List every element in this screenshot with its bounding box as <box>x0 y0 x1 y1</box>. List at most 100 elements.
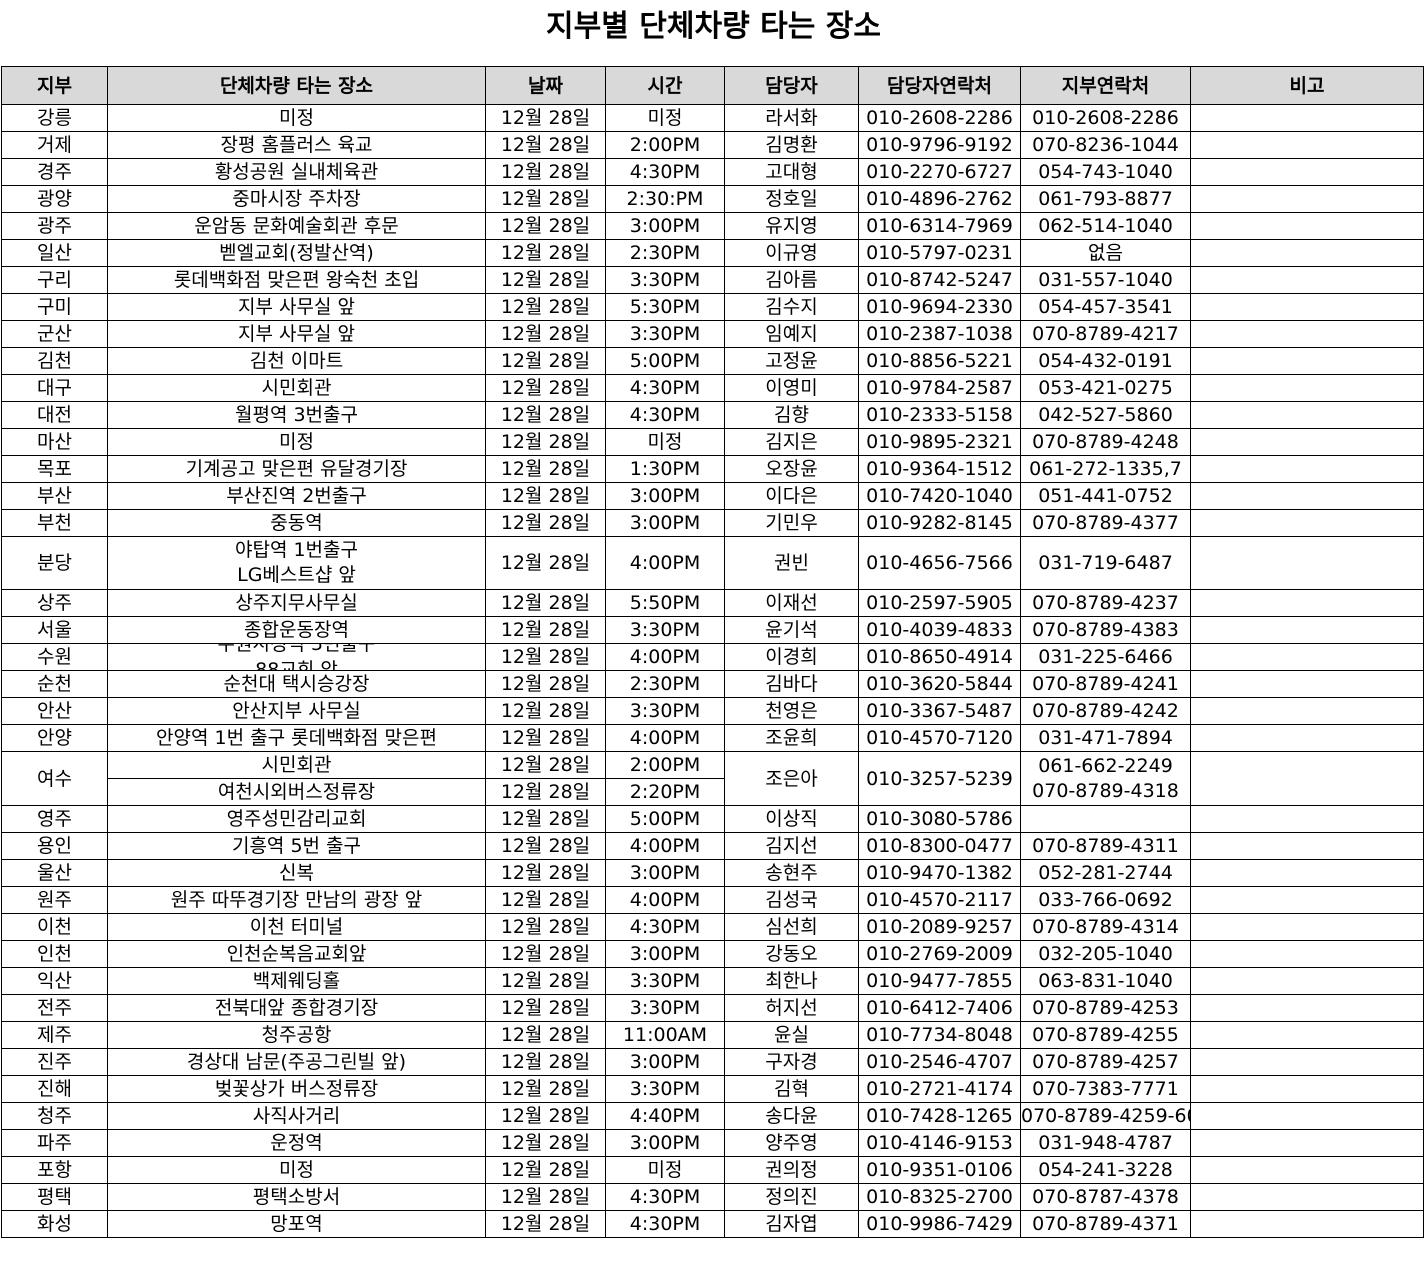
branch-phone-cell <box>1020 805 1191 833</box>
manager-cell: 김바다 <box>724 670 859 698</box>
note-cell <box>1190 994 1424 1022</box>
branch-phone-cell: 054-241-3228 <box>1020 1156 1191 1184</box>
place-cell: 미정 <box>107 1156 486 1184</box>
note-cell <box>1190 589 1424 617</box>
table-row: 서울 종합운동장역 12월 28일 3:30PM 윤기석 010-4039-4833 070… <box>1 616 1424 644</box>
manager-cell: 오장윤 <box>724 455 859 483</box>
table-row: 제주 청주공항 12월 28일 11:00AM 윤실 010-7734-8048 070-8… <box>1 1021 1424 1049</box>
place-cell: 수원시청역 5번출구 88교회 앞 <box>107 643 486 671</box>
table-row: 분당 야탑역 1번출구 LG베스트샵 앞 12월 28일 4:00PM 권빈 010-465… <box>1 536 1424 590</box>
manager-cell: 이영미 <box>724 374 859 402</box>
bus-pickup-table: 지부 단체차량 타는 장소 날짜 시간 담당자 담당자연락처 지부연락처 비고 … <box>1 66 1424 1238</box>
manager-cell: 김아름 <box>724 266 859 294</box>
table-row: 영주 영주성민감리교회 12월 28일 5:00PM 이상직 010-3080-5786 <box>1 805 1424 833</box>
note-cell <box>1190 1021 1424 1049</box>
branch-phone-cell: 070-8787-4378 <box>1020 1183 1191 1211</box>
place-cell: 중마시장 주차장 <box>107 185 486 213</box>
manager-phone-cell: 010-9282-8145 <box>858 509 1021 537</box>
place-cell: 청주공항 <box>107 1021 486 1049</box>
branch-cell: 인천 <box>1 940 108 968</box>
note-cell <box>1190 293 1424 321</box>
time-cell: 3:30PM <box>605 697 725 725</box>
branch-phone-cell: 061-272-1335,7 <box>1020 455 1191 483</box>
time-cell: 4:40PM <box>605 1102 725 1130</box>
time-cell: 5:00PM <box>605 347 725 375</box>
manager-cell: 권의정 <box>724 1156 859 1184</box>
manager-cell: 윤실 <box>724 1021 859 1049</box>
date-cell: 12월 28일 <box>485 832 606 860</box>
branch-phone-cell: 053-421-0275 <box>1020 374 1191 402</box>
time-cell: 3:00PM <box>605 1129 725 1157</box>
manager-phone-cell: 010-9796-9192 <box>858 131 1021 159</box>
date-cell: 12월 28일 <box>485 347 606 375</box>
branch-cell: 강릉 <box>1 104 108 132</box>
branch-phone-cell: 032-205-1040 <box>1020 940 1191 968</box>
table-row: 거제 장평 홈플러스 육교 12월 28일 2:00PM 김명환 010-9796-919… <box>1 131 1424 159</box>
place-cell: 백제웨딩홀 <box>107 967 486 995</box>
note-cell <box>1190 751 1424 806</box>
manager-cell: 최한나 <box>724 967 859 995</box>
manager-phone-cell: 010-8325-2700 <box>858 1183 1021 1211</box>
place-cell: 월평역 3번출구 <box>107 401 486 429</box>
branch-phone-cell: 070-8789-4371 <box>1020 1210 1191 1238</box>
date-cell: 12월 28일 <box>485 293 606 321</box>
note-cell <box>1190 724 1424 752</box>
note-cell <box>1190 1102 1424 1130</box>
note-cell <box>1190 1156 1424 1184</box>
place-cell: 영주성민감리교회 <box>107 805 486 833</box>
manager-cell: 윤기석 <box>724 616 859 644</box>
manager-cell: 양주영 <box>724 1129 859 1157</box>
manager-cell: 이규영 <box>724 239 859 267</box>
manager-phone-cell: 010-8742-5247 <box>858 266 1021 294</box>
note-cell <box>1190 509 1424 537</box>
branch-phone-cell: 031-557-1040 <box>1020 266 1191 294</box>
manager-phone-cell: 010-7734-8048 <box>858 1021 1021 1049</box>
date-cell: 12월 28일 <box>485 428 606 456</box>
table-row: 부산 부산진역 2번출구 12월 28일 3:00PM 이다은 010-7420-1040… <box>1 482 1424 510</box>
branch-cell: 김천 <box>1 347 108 375</box>
time-cell: 4:30PM <box>605 913 725 941</box>
manager-phone-cell: 010-4896-2762 <box>858 185 1021 213</box>
place-cell: 사직사거리 <box>107 1102 486 1130</box>
place-cell: 경상대 남문(주공그린빌 앞) <box>107 1048 486 1076</box>
time-cell: 4:00PM <box>605 724 725 752</box>
date-cell: 12월 28일 <box>485 374 606 402</box>
branch-cell: 대전 <box>1 401 108 429</box>
place-cell: 상주지무사무실 <box>107 589 486 617</box>
branch-phone-cell: 031-225-6466 <box>1020 643 1191 671</box>
note-cell <box>1190 266 1424 294</box>
note-cell <box>1190 670 1424 698</box>
table-row: 청주 사직사거리 12월 28일 4:40PM 송다윤 010-7428-1265 070-… <box>1 1102 1424 1130</box>
place-line: 수원시청역 5번출구 <box>217 643 376 656</box>
branch-cell: 화성 <box>1 1210 108 1238</box>
manager-cell: 구자경 <box>724 1048 859 1076</box>
note-cell <box>1190 1210 1424 1238</box>
date-cell: 12월 28일 <box>485 886 606 914</box>
branch-phone-cell: 070-8789-4314 <box>1020 913 1191 941</box>
note-cell <box>1190 643 1424 671</box>
table-row: 대전 월평역 3번출구 12월 28일 4:30PM 김향 010-2333-5158 04… <box>1 401 1424 429</box>
time-cell: 4:00PM <box>605 643 725 671</box>
time-cell: 2:30PM <box>605 670 725 698</box>
note-cell <box>1190 401 1424 429</box>
time-cell: 3:00PM <box>605 212 725 240</box>
manager-phone-cell: 010-9895-2321 <box>858 428 1021 456</box>
branch-phone-cell: 070-8789-4255 <box>1020 1021 1191 1049</box>
note-cell <box>1190 967 1424 995</box>
branch-cell: 일산 <box>1 239 108 267</box>
table-row: 진주 경상대 남문(주공그린빌 앞) 12월 28일 3:00PM 구자경 010-254… <box>1 1048 1424 1076</box>
note-cell <box>1190 131 1424 159</box>
note-cell <box>1190 1183 1424 1211</box>
manager-cell: 김자엽 <box>724 1210 859 1238</box>
time-cell: 3:00PM <box>605 482 725 510</box>
date-cell: 12월 28일 <box>485 1021 606 1049</box>
place-cell: 기계공고 맞은편 유달경기장 <box>107 455 486 483</box>
branch-cell: 상주 <box>1 589 108 617</box>
date-cell: 12월 28일 <box>485 805 606 833</box>
note-cell <box>1190 886 1424 914</box>
branch-cell: 군산 <box>1 320 108 348</box>
table-row: 수원 수원시청역 5번출구 88교회 앞 12월 28일 4:00PM 이경희 010-86… <box>1 643 1424 671</box>
manager-phone-cell: 010-8650-4914 <box>858 643 1021 671</box>
date-cell: 12월 28일 <box>485 697 606 725</box>
manager-phone-cell: 010-7428-1265 <box>858 1102 1021 1130</box>
